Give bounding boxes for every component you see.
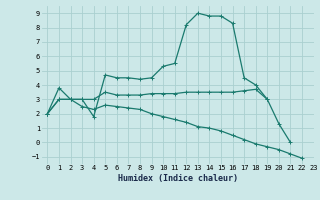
X-axis label: Humidex (Indice chaleur): Humidex (Indice chaleur): [118, 174, 237, 183]
